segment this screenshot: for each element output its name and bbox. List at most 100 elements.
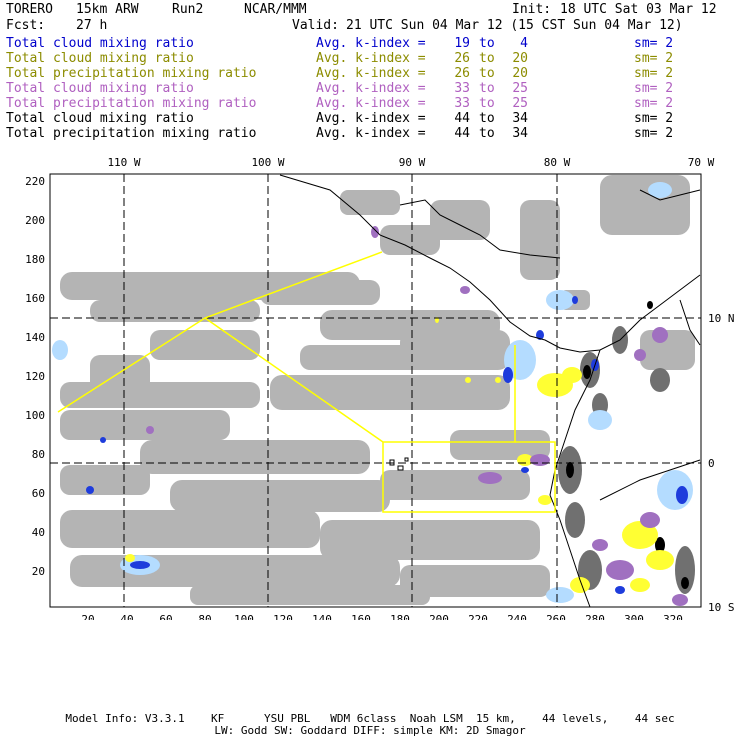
y-tick-label: 140 (25, 331, 45, 344)
legend-avg-label: Avg. k-index = (316, 96, 426, 111)
legend-range-high: 44 (454, 111, 470, 126)
x-tick-label: 100 (234, 613, 254, 620)
legend-row: Total cloud mixing ratio Avg. k-index = … (6, 36, 726, 51)
valid-time: 21 UTC Sun 04 Mar 12 (15 CST Sun 04 Mar … (346, 18, 683, 33)
x-tick-label: 200 (429, 613, 449, 620)
legend-field: Total precipitation mixing ratio (6, 126, 257, 141)
legend-range-low: 20 (512, 51, 528, 66)
model-resolution: 15km ARW (76, 2, 139, 17)
legend-field: Total cloud mixing ratio (6, 111, 194, 126)
cloud-field-black (566, 301, 689, 589)
legend-smoothing: sm= 2 (634, 36, 674, 51)
legend-field: Total precipitation mixing ratio (6, 96, 257, 111)
legend-to: to (479, 96, 495, 111)
legend-row: Total cloud mixing ratio Avg. k-index = … (6, 81, 726, 96)
x-tick-label: 140 (312, 613, 332, 620)
legend-smoothing: sm= 2 (634, 81, 674, 96)
init-time: 18 UTC Sat 03 Mar 12 (560, 2, 717, 17)
organization: NCAR/MMM (244, 2, 307, 17)
legend-field: Total cloud mixing ratio (6, 81, 194, 96)
legend-range-low: 34 (512, 111, 528, 126)
lon-label: 80 W (544, 156, 571, 169)
init-label: Init: (512, 2, 552, 17)
legend-range-high: 26 (454, 66, 470, 81)
map-frame (49, 173, 702, 608)
legend-range-low: 25 (512, 96, 528, 111)
x-tick-label: 80 (198, 613, 211, 620)
legend-range-high: 33 (454, 96, 470, 111)
legend-row: Total cloud mixing ratio Avg. k-index = … (6, 51, 726, 66)
y-tick-label: 80 (32, 448, 45, 461)
y-tick-label: 200 (25, 214, 45, 227)
legend-avg-label: Avg. k-index = (316, 66, 426, 81)
legend-range-low: 25 (512, 81, 528, 96)
legend-avg-label: Avg. k-index = (316, 111, 426, 126)
y-tick-label: 180 (25, 253, 45, 266)
x-tick-label: 160 (351, 613, 371, 620)
y-tick-label: 20 (32, 565, 45, 578)
x-tick-label: 40 (120, 613, 133, 620)
legend-range-low: 4 (520, 36, 528, 51)
lon-label: 110 W (107, 156, 140, 169)
legend-row: Total precipitation mixing ratio Avg. k-… (6, 96, 726, 111)
legend-range-low: 20 (512, 66, 528, 81)
y-tick-label: 220 (25, 175, 45, 188)
legend-range-low: 34 (512, 126, 528, 141)
legend-field: Total cloud mixing ratio (6, 51, 194, 66)
model-info-line: Model Info: V3.3.1 KF YSU PBL WDM 6class… (65, 712, 675, 725)
legend-avg-label: Avg. k-index = (316, 81, 426, 96)
y-tick-label: 100 (25, 409, 45, 422)
model-physics-line: LW: Godd SW: Goddard DIFF: simple KM: 2D… (214, 724, 526, 737)
x-tick-label: 300 (624, 613, 644, 620)
y-tick-label: 120 (25, 370, 45, 383)
y-tick-label: 60 (32, 487, 45, 500)
legend-smoothing: sm= 2 (634, 66, 674, 81)
forecast-label: Fcst: (6, 18, 46, 33)
legend-range-high: 44 (454, 126, 470, 141)
legend-avg-label: Avg. k-index = (316, 126, 426, 141)
x-tick-label: 320 (663, 613, 683, 620)
legend-row: Total precipitation mixing ratio Avg. k-… (6, 126, 726, 141)
legend-avg-label: Avg. k-index = (316, 36, 426, 51)
legend-row: Total cloud mixing ratio Avg. k-index = … (6, 111, 726, 126)
x-tick-label: 260 (546, 613, 566, 620)
legend-field: Total precipitation mixing ratio (6, 66, 257, 81)
y-tick-label: 40 (32, 526, 45, 539)
legend-to: to (479, 126, 495, 141)
cloud-field-purple (146, 226, 688, 606)
x-tick-label: 240 (507, 613, 527, 620)
legend-range-high: 33 (454, 81, 470, 96)
cloud-field-gray (60, 175, 695, 605)
run-label: Run2 (172, 2, 204, 17)
legend-avg-label: Avg. k-index = (316, 51, 426, 66)
lon-label: 100 W (251, 156, 284, 169)
model-name: TORERO (6, 2, 53, 17)
valid-label: Valid: (292, 18, 339, 33)
lon-label: 90 W (399, 156, 426, 169)
flight-track (57, 251, 556, 513)
legend-smoothing: sm= 2 (634, 51, 674, 66)
x-tick-label: 220 (468, 613, 488, 620)
lon-label: 70 W (688, 156, 715, 169)
forecast-hour: 27 h (76, 18, 108, 33)
forecast-map: 110 W 100 W 90 W 80 W 70 W 10 N 0 10 S 2… (25, 156, 735, 620)
legend-to: to (479, 51, 495, 66)
x-tick-label: 180 (390, 613, 410, 620)
coastline (279, 174, 701, 607)
legend-smoothing: sm= 2 (634, 126, 674, 141)
lat-label: 10 N (708, 312, 735, 325)
legend-field: Total cloud mixing ratio (6, 36, 194, 51)
legend-to: to (479, 111, 495, 126)
y-tick-label: 160 (25, 292, 45, 305)
x-tick-label: 120 (273, 613, 293, 620)
legend-range-high: 26 (454, 51, 470, 66)
lat-label: 0 (708, 457, 715, 470)
cloud-field-yellow (125, 317, 674, 593)
graticule (50, 174, 701, 607)
x-tick-label: 60 (159, 613, 172, 620)
legend-row: Total precipitation mixing ratio Avg. k-… (6, 66, 726, 81)
legend-to: to (479, 36, 495, 51)
x-tick-label: 20 (81, 613, 94, 620)
legend-to: to (479, 81, 495, 96)
legend-smoothing: sm= 2 (634, 111, 674, 126)
